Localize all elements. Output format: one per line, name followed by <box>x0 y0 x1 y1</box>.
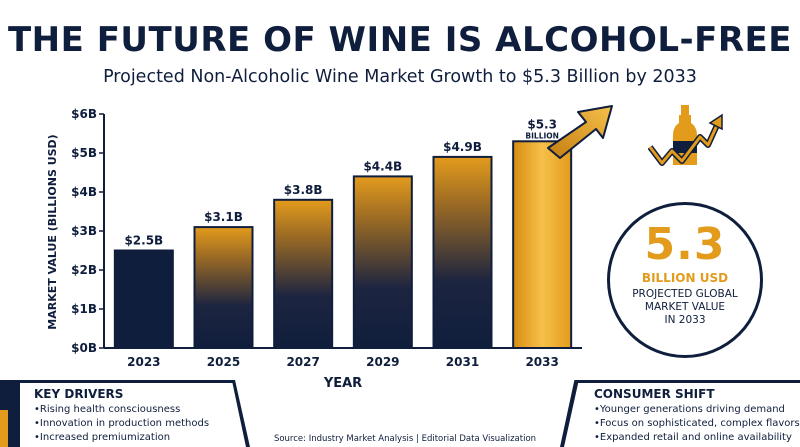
y-tick-label: $5B <box>71 146 97 160</box>
page-title: THE FUTURE OF WINE IS ALCOHOL-FREE <box>7 20 793 60</box>
x-axis-title: YEAR <box>323 376 362 391</box>
data-label: $4.9B <box>443 140 482 154</box>
consumer-shift-title: CONSUMER SHIFT <box>594 387 715 401</box>
bar-2031 <box>432 155 493 349</box>
data-label: $2.5B <box>124 234 163 248</box>
wine-bottle-growth-arrow-icon <box>647 103 728 173</box>
key-drivers-title: KEY DRIVERS <box>34 387 124 401</box>
stat-unit: BILLION USD <box>641 271 729 285</box>
data-label: $4.4B <box>363 159 402 173</box>
consumer-shift-list: Younger generations driving demand Focus… <box>594 403 800 445</box>
y-tick-label: $4B <box>71 185 97 199</box>
x-tick-label: 2031 <box>446 355 479 369</box>
x-tick-label: 2027 <box>286 355 319 369</box>
stat-circle: 5.3 BILLION USD PROJECTED GLOBAL MARKET … <box>607 202 763 358</box>
accent-bar <box>0 410 8 447</box>
key-drivers-panel: KEY DRIVERS Rising health consciousness … <box>0 380 250 447</box>
y-tick-label: $0B <box>71 341 97 355</box>
bar-2029 <box>352 175 413 349</box>
y-tick-label: $3B <box>71 224 97 238</box>
list-item: Focus on sophisticated, complex flavors <box>594 417 800 431</box>
x-tick-label: 2025 <box>207 355 240 369</box>
x-tick-label: 2023 <box>127 355 160 369</box>
x-tick-label: 2029 <box>366 355 399 369</box>
data-label: $3.1B <box>204 210 243 224</box>
y-tick-label: $6B <box>71 107 97 121</box>
list-item: Increased premiumization <box>34 431 209 445</box>
trend-arrow-icon <box>547 105 613 159</box>
list-item: Expanded retail and online availability <box>594 431 800 445</box>
list-item: Innovation in production methods <box>34 417 209 431</box>
bar-2025 <box>193 226 254 350</box>
stat-description: PROJECTED GLOBAL MARKET VALUE IN 2033 <box>632 288 738 326</box>
y-tick-label: $2B <box>71 263 97 277</box>
y-tick-label: $1B <box>71 302 97 316</box>
data-label: $5.3 <box>527 117 557 131</box>
list-item: Rising health consciousness <box>34 403 209 417</box>
data-label: $3.8B <box>284 183 323 197</box>
y-axis-title: MARKET VALUE (BILLIONS USD) <box>46 134 59 329</box>
data-label-unit: BILLION <box>525 131 559 140</box>
key-drivers-list: Rising health consciousness Innovation i… <box>34 403 209 445</box>
page-subtitle: Projected Non-Alcoholic Wine Market Grow… <box>103 67 697 87</box>
x-tick-label: 2033 <box>525 355 558 369</box>
stat-value: 5.3 <box>644 219 726 270</box>
consumer-shift-panel: CONSUMER SHIFT Younger generations drivi… <box>560 380 800 447</box>
source-note: Source: Industry Market Analysis | Edito… <box>273 434 537 444</box>
bar-2033 <box>512 140 573 349</box>
bar-2023 <box>113 249 174 349</box>
list-item: Younger generations driving demand <box>594 403 800 417</box>
bar-2027 <box>273 198 334 349</box>
